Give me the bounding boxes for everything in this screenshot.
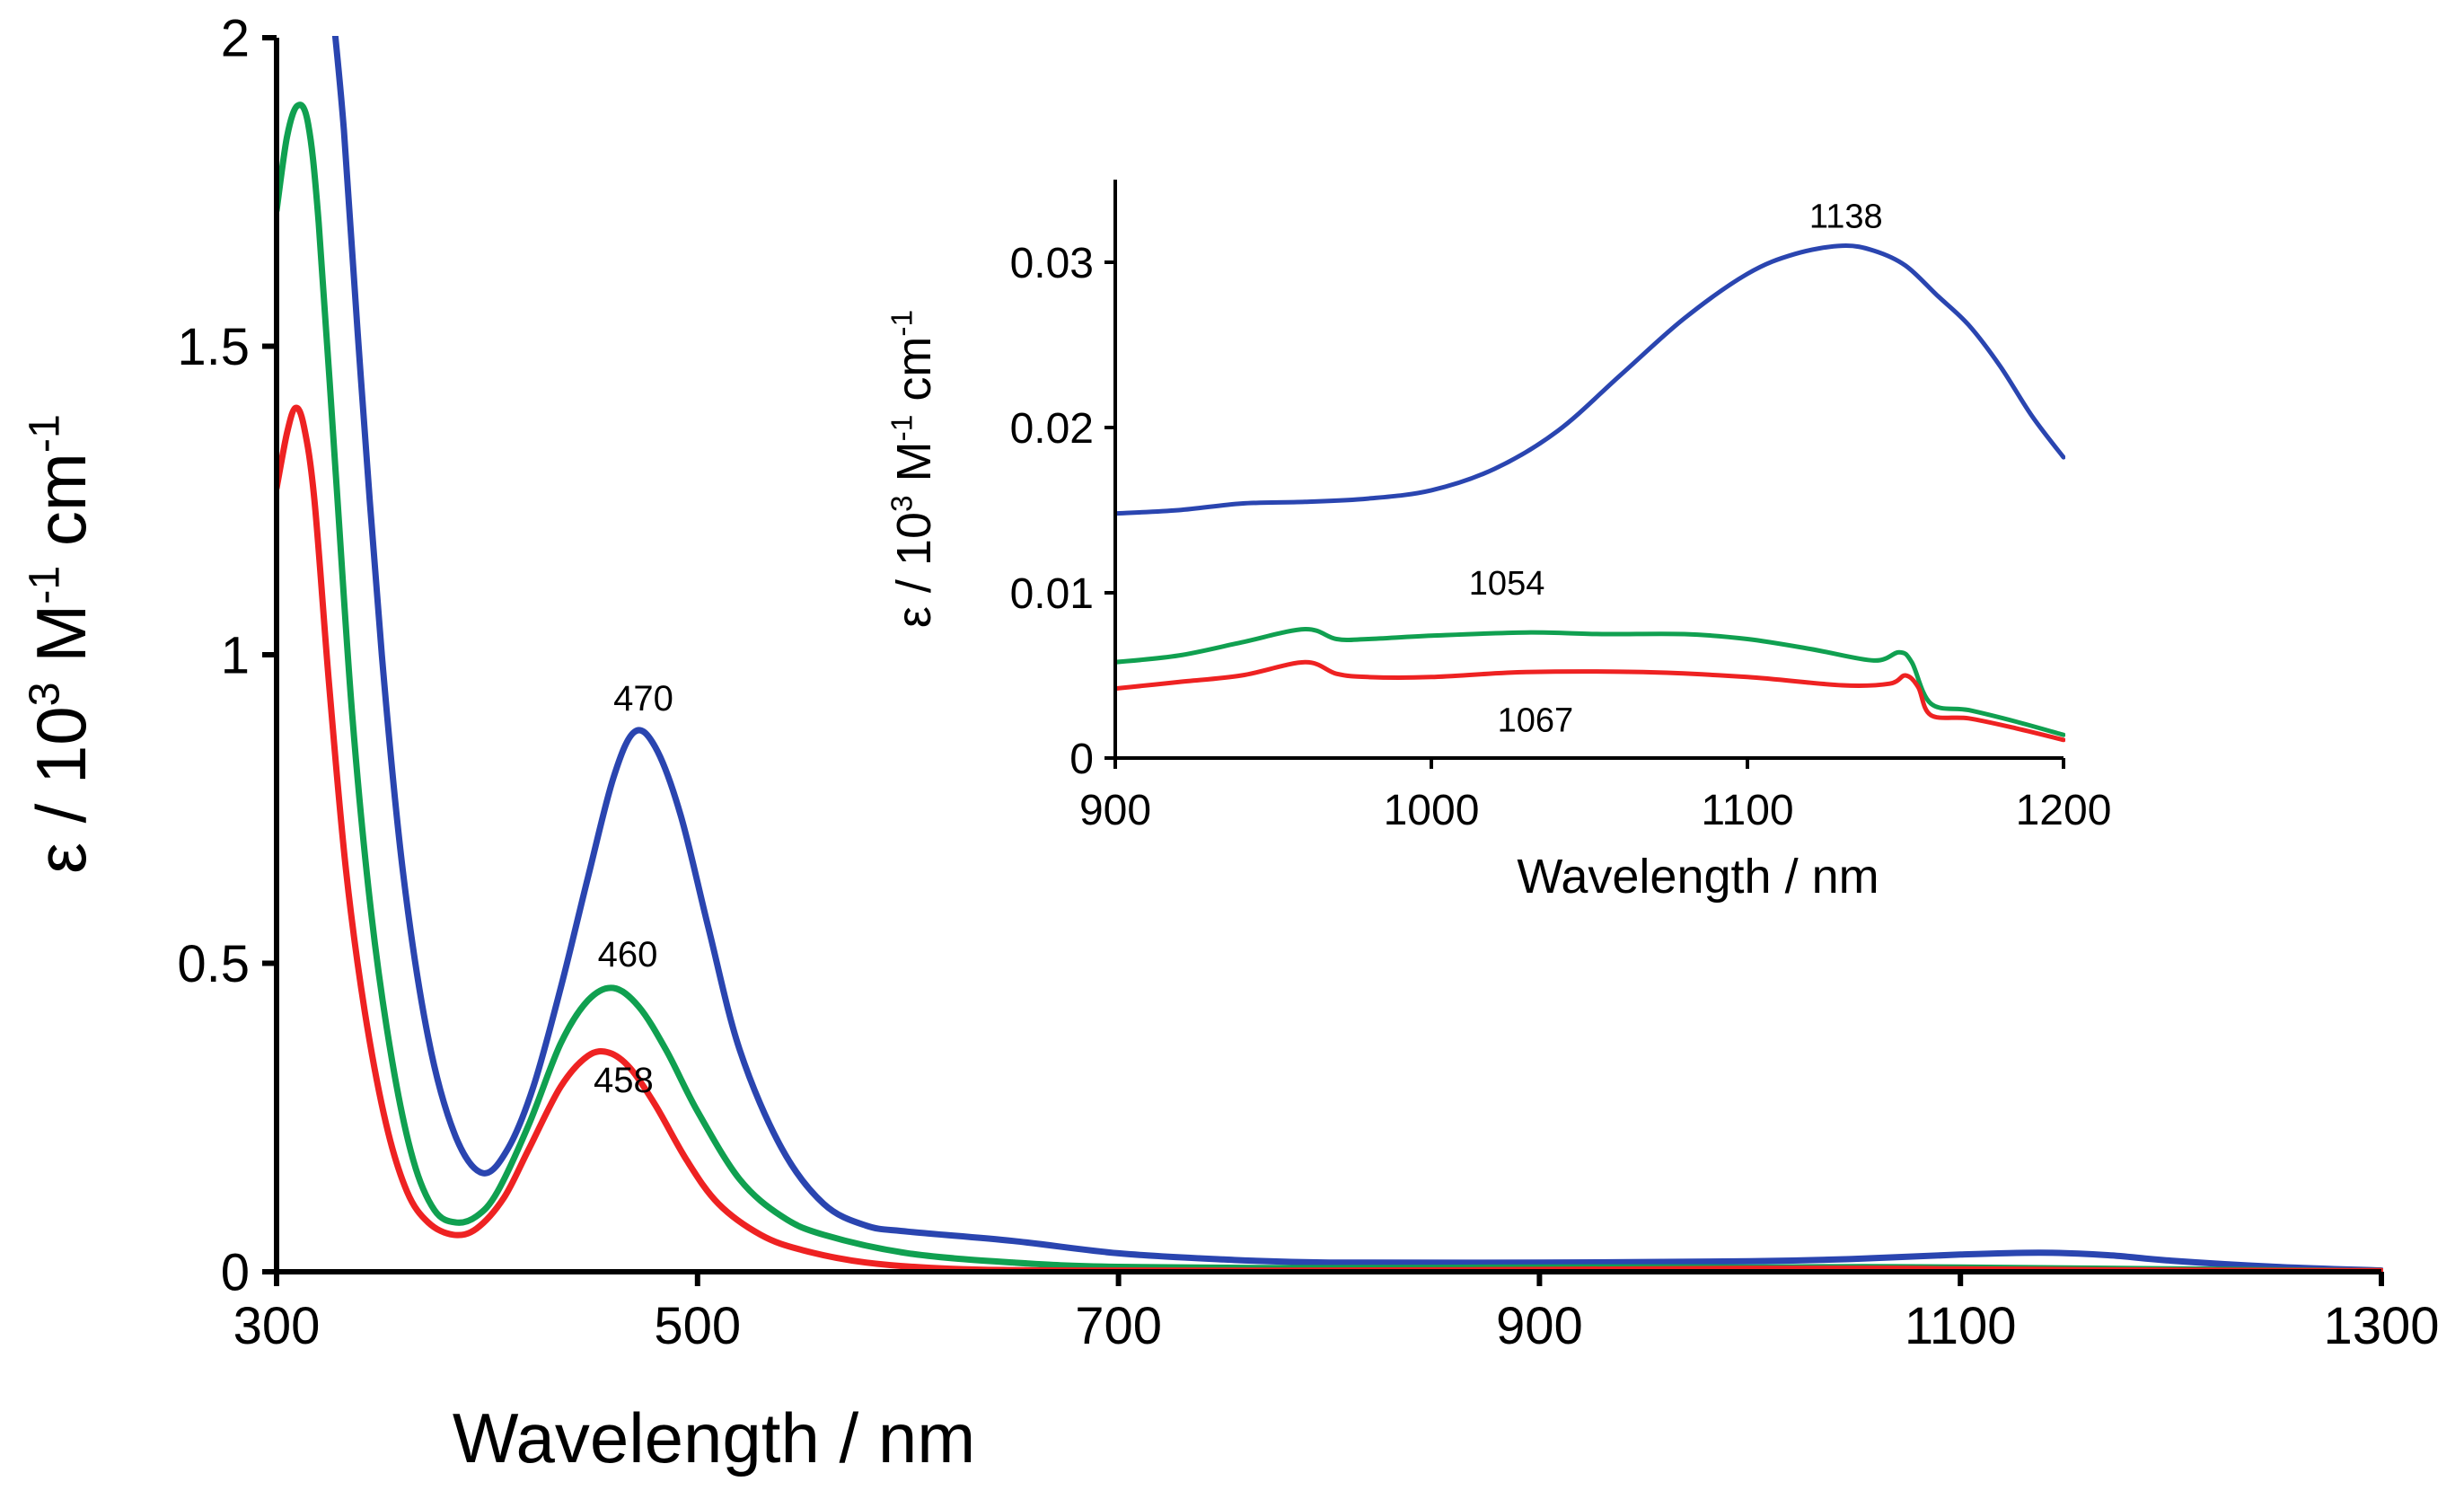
main-series-blue-line xyxy=(331,36,2383,1272)
inset-series-blue-line xyxy=(1115,243,2065,516)
main-peak-label: 470 xyxy=(613,679,673,719)
inset-plot: 900 1000 1100 1200 0 0.01 0.02 0.03 Wavelength /… xyxy=(885,180,2111,904)
inset-x-axis-title: Wavelength / nm xyxy=(1517,850,1879,904)
main-x-tick-label: 1300 xyxy=(2323,1297,2439,1355)
main-plot: 300 500 700 900 1100 1300 0 0.5 1 1.5 2 Wavelength … xyxy=(20,9,2439,1477)
main-x-axis-title: Wavelength / nm xyxy=(453,1398,975,1477)
inset-series-red-line xyxy=(1115,659,2065,743)
inset-y-tick-label: 0.02 xyxy=(1010,405,1094,453)
main-y-tick-label: 0.5 xyxy=(177,935,250,993)
main-y-tick-label: 2 xyxy=(221,9,250,67)
inset-y-tick-label: 0 xyxy=(1069,736,1094,783)
main-x-tick-label: 1100 xyxy=(1905,1297,2017,1355)
inset-y-tick-label: 0.01 xyxy=(1010,570,1094,618)
main-x-tick-label: 500 xyxy=(654,1297,741,1355)
main-series-red-line xyxy=(277,404,2383,1272)
main-x-tick-label: 700 xyxy=(1075,1297,1162,1355)
main-x-tick-label: 900 xyxy=(1496,1297,1583,1355)
inset-y-axis-title: ε / 103 M-1 cm-1 xyxy=(885,310,941,628)
inset-x-tick-label: 1100 xyxy=(1701,787,1793,834)
main-y-tick-label: 1.5 xyxy=(177,318,250,376)
main-peak-label: 460 xyxy=(598,935,658,974)
inset-y-tick-label: 0.03 xyxy=(1010,240,1094,287)
inset-peak-label: 1067 xyxy=(1498,701,1574,739)
main-y-tick-label: 0 xyxy=(221,1243,250,1301)
inset-series-green-line xyxy=(1115,626,2065,737)
main-y-axis-title: ε / 103 M-1 cm-1 xyxy=(20,414,101,874)
inset-x-tick-label: 1200 xyxy=(2016,787,2112,834)
main-x-tick-label: 300 xyxy=(233,1297,321,1355)
inset-peak-label: 1054 xyxy=(1469,565,1545,603)
inset-peak-label: 1138 xyxy=(1809,198,1883,236)
main-y-tick-label: 1 xyxy=(221,626,250,684)
main-peak-label: 458 xyxy=(594,1061,654,1100)
inset-x-tick-label: 900 xyxy=(1079,787,1151,834)
inset-x-tick-label: 1000 xyxy=(1384,787,1480,834)
